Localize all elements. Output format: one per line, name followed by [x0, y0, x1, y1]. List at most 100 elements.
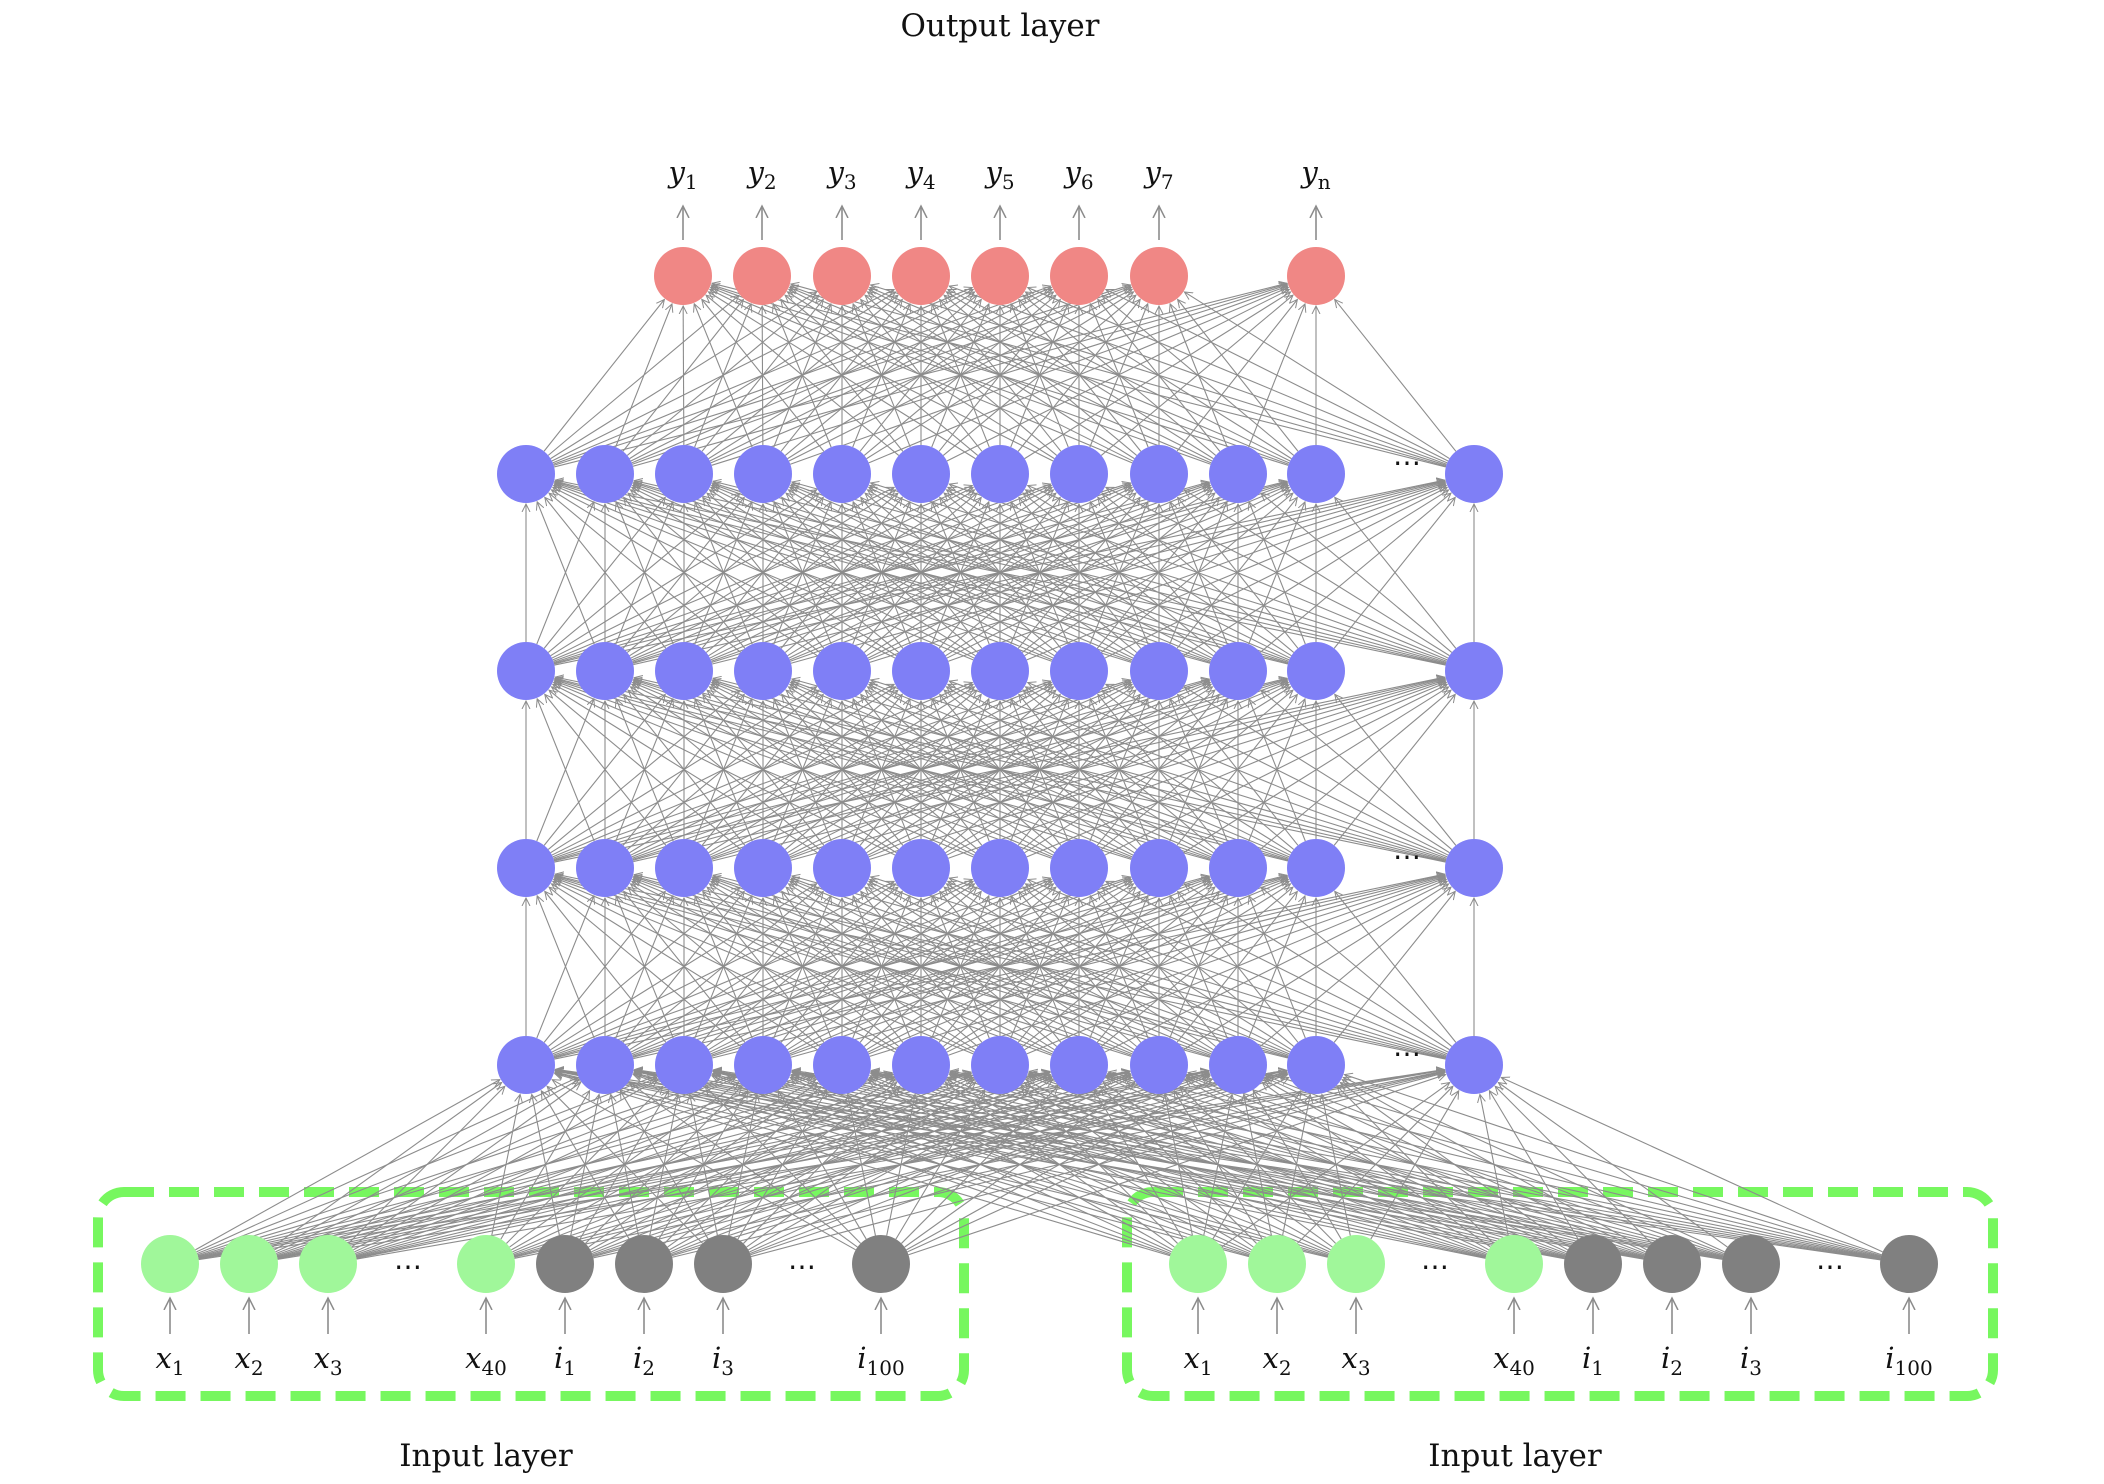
edge-in2-7-h4-9	[1267, 1074, 1882, 1257]
hidden-node	[1445, 642, 1503, 700]
hidden-node	[1130, 445, 1188, 503]
edge-h3-6-h2-0	[554, 683, 974, 858]
input-ellipsis: ⋯	[394, 1250, 422, 1283]
edge-in2-5-h4-0	[556, 1070, 1644, 1260]
hidden-node	[971, 1036, 1029, 1094]
edge-in1-7-h4-2	[705, 1086, 861, 1244]
edge-in2-6-h4-1	[635, 1070, 1723, 1260]
edge-h4-8-h3-0	[555, 877, 1132, 1057]
output-label: y5	[983, 155, 1014, 194]
output-label: yn	[1299, 155, 1330, 194]
edge-h1-11-out-5	[1106, 289, 1449, 462]
edge-h4-9-h3-0	[555, 876, 1211, 1058]
edge-h2-2-h1-0	[545, 497, 667, 649]
edge-in2-7-h4-7	[1108, 1072, 1881, 1258]
neurons: ⋯ ⋯ ⋯ ⋯ ⋯ ⋯ ⋯	[141, 247, 1938, 1293]
connections	[195, 283, 1883, 1261]
hidden-node	[1445, 1036, 1503, 1094]
input-label: i100	[857, 1341, 904, 1380]
edge-h2-11-h1-4	[871, 483, 1447, 663]
hidden-node	[813, 1036, 871, 1094]
edge-h2-11-h1-3	[792, 482, 1447, 664]
edge-in2-6-h4-0	[556, 1070, 1723, 1260]
edge-in1-7-h4-6	[895, 1091, 985, 1240]
edge-in1-2-h4-1	[351, 1083, 581, 1248]
hidden-node	[497, 1036, 555, 1094]
edge-h3-11-h2-5	[949, 681, 1447, 859]
hidden-node	[1287, 642, 1345, 700]
hidden-node	[892, 839, 950, 897]
edge-h2-11-h1-8	[1184, 490, 1450, 657]
edge-h1-11-out-0	[712, 283, 1447, 468]
edge-h2-10-h1-0	[555, 481, 1288, 665]
edge-h1-5-out-0	[706, 295, 900, 456]
hidden-node	[655, 445, 713, 503]
edge-in2-3-h4-0	[555, 1071, 1486, 1259]
edge-h1-11-out-6	[1184, 292, 1450, 460]
edge-in2-7-h4-5	[950, 1071, 1881, 1259]
output-label: y6	[1062, 155, 1093, 194]
edge-h2-11-h1-6	[1028, 486, 1448, 661]
hidden-node	[971, 445, 1029, 503]
edge-h1-6-out-0	[708, 292, 976, 460]
output-node	[1050, 247, 1108, 305]
output-node	[892, 247, 950, 305]
input-group-boxes	[93, 1187, 1998, 1401]
edge-h1-11-out-7	[1335, 299, 1457, 452]
edge-h3-1-h2-0	[537, 699, 595, 842]
input-i-node	[1643, 1235, 1701, 1293]
edge-h3-11-h2-9	[1261, 690, 1453, 850]
hidden-node	[1130, 1036, 1188, 1094]
edge-h1-2-out-0	[683, 306, 684, 446]
edge-h4-11-h3-9	[1261, 887, 1453, 1047]
edge-h4-11-h3-4	[871, 877, 1447, 1057]
edge-in2-7-h4-1	[635, 1070, 1881, 1261]
input-label: i100	[1885, 1341, 1932, 1380]
output-node	[654, 247, 712, 305]
edge-h4-11-h3-2	[713, 875, 1446, 1059]
edge-h1-10-out-1	[790, 286, 1289, 465]
edge-in1-1-h4-0	[272, 1083, 502, 1248]
input-x-node	[457, 1235, 515, 1293]
edge-h4-11-h3-3	[792, 876, 1447, 1058]
input-label: i3	[712, 1341, 734, 1380]
hidden-node	[813, 839, 871, 897]
hidden-layer-ellipsis: ⋯	[1393, 840, 1421, 873]
edge-h1-8-out-0	[711, 288, 1133, 464]
hidden-node	[813, 445, 871, 503]
edge-in1-5-h4-0	[541, 1091, 630, 1240]
edge-in2-1-h4-0	[555, 1073, 1250, 1258]
edge-h3-5-h2-0	[553, 684, 896, 856]
edge-h2-11-h1-5	[949, 484, 1447, 662]
edge-in1-4-h4-0	[532, 1094, 560, 1236]
edge-in2-2-h4-0	[555, 1072, 1328, 1258]
edge-h3-10-h2-0	[555, 678, 1288, 862]
input-label: i2	[633, 1341, 655, 1380]
hidden-node	[734, 839, 792, 897]
edge-h3-11-h2-3	[792, 679, 1447, 861]
edge-h4-11-h3-6	[1028, 880, 1448, 1055]
variable-labels: y1 y2 y3 y4 y5 y6 y7 yn x1 x2 x3 x40 i1 i2 i3 i100 x1 x2 x…	[155, 155, 1932, 1380]
output-node	[813, 247, 871, 305]
input-i-node	[536, 1235, 594, 1293]
hidden-node	[576, 642, 634, 700]
edge-in1-2-h4-0	[348, 1086, 504, 1244]
edge-in2-7-h4-0	[556, 1069, 1881, 1261]
edge-h2-11-h1-7	[1106, 487, 1449, 659]
input-x-node	[1169, 1235, 1227, 1293]
edge-in2-7-h4-4	[871, 1071, 1881, 1260]
edge-h3-4-h2-0	[551, 687, 818, 854]
input-label: i1	[1582, 1341, 1604, 1380]
hidden-node	[892, 1036, 950, 1094]
edge-h2-10-h1-1	[634, 482, 1289, 664]
hidden-node	[1130, 839, 1188, 897]
edge-h4-10-h3-0	[555, 875, 1288, 1059]
edge-h4-11-h3-10	[1335, 891, 1457, 1043]
output-node	[1287, 247, 1345, 305]
hidden-node	[576, 445, 634, 503]
input-x-node	[141, 1235, 199, 1293]
edge-in2-7-h4-10	[1344, 1075, 1882, 1256]
edge-in1-3-h4-0	[491, 1094, 520, 1236]
edge-h1-0-out-0	[543, 300, 664, 452]
edge-h2-11-h1-2	[713, 481, 1446, 665]
